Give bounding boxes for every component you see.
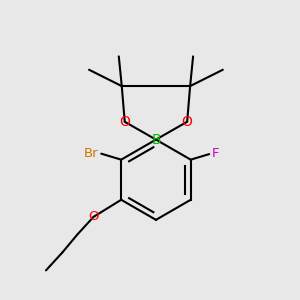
Text: O: O <box>119 115 130 129</box>
Text: O: O <box>88 210 99 224</box>
Text: B: B <box>151 133 161 147</box>
Text: O: O <box>182 115 193 129</box>
Text: F: F <box>212 147 220 160</box>
Text: Br: Br <box>84 147 99 160</box>
